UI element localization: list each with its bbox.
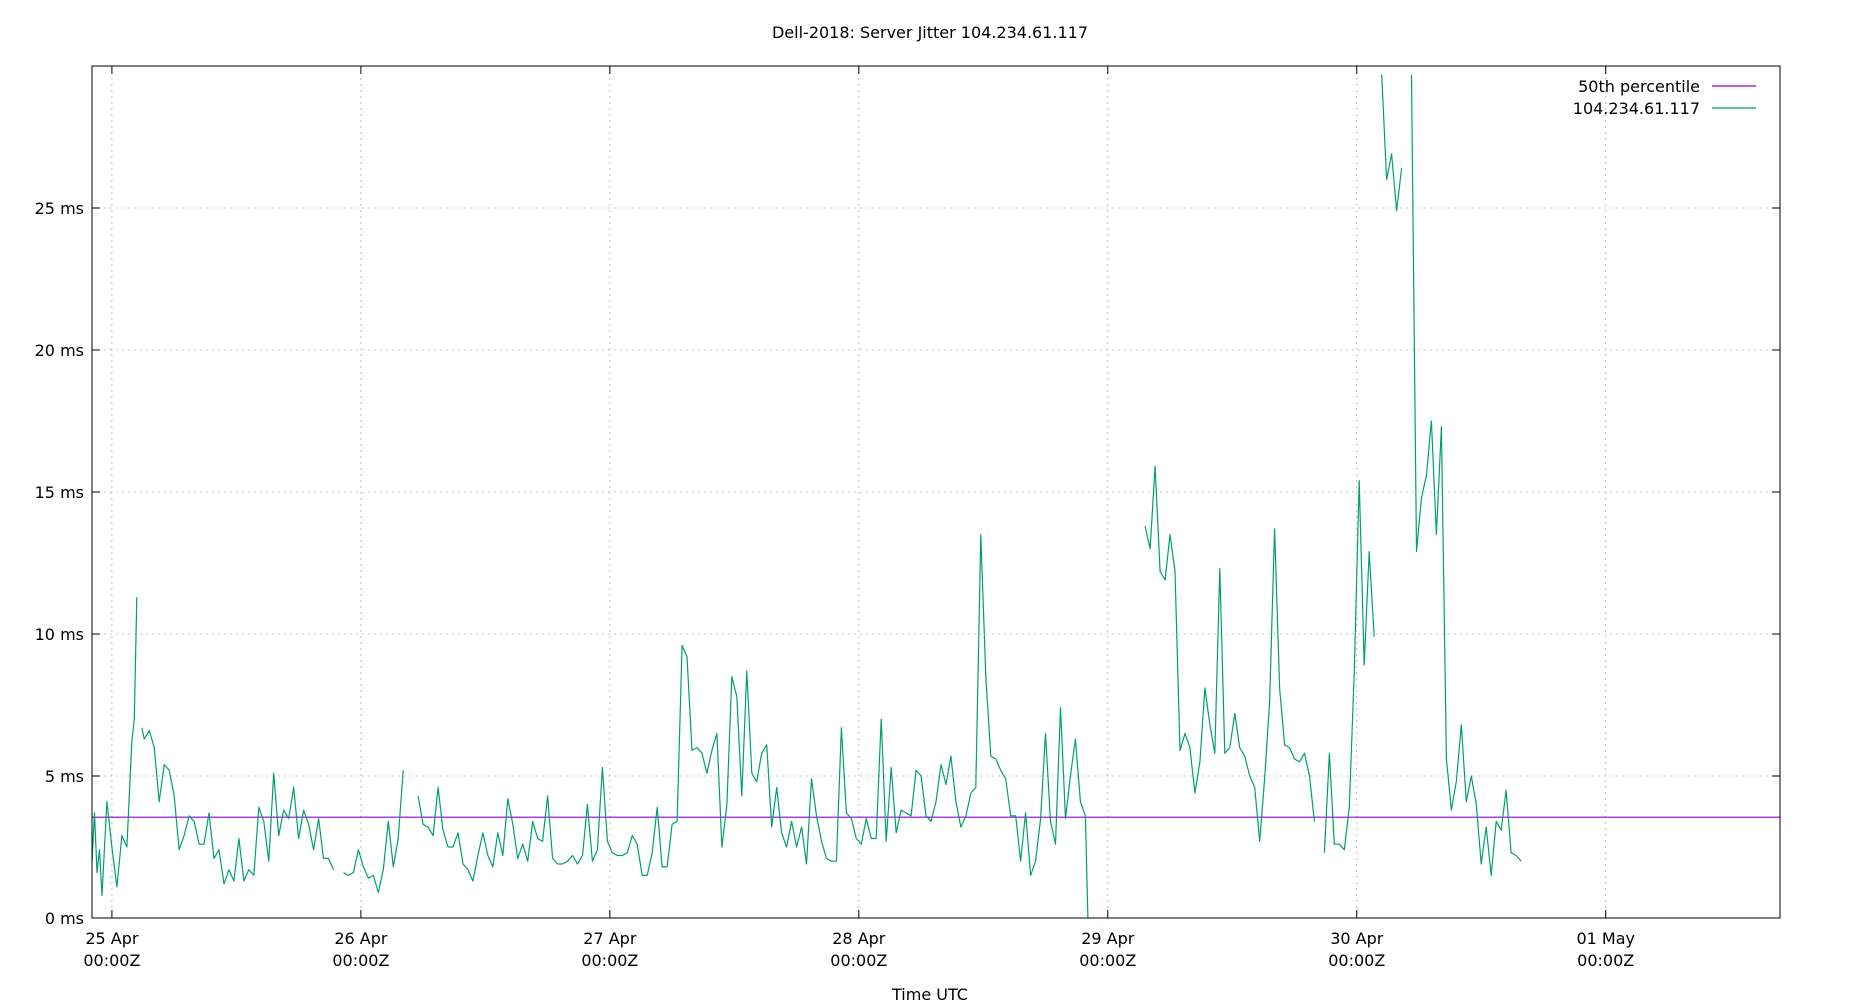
jitter-line-segment xyxy=(92,597,138,896)
axis-ticks: 0 ms 5 ms 10 ms 15 ms 20 ms 25 ms 25 Apr 00:00Z… xyxy=(35,66,1780,970)
x-axis-label: Time UTC xyxy=(891,985,968,1000)
x-tick-label-date: 28 Apr xyxy=(832,929,886,948)
x-tick-label-time: 00:00Z xyxy=(581,951,638,970)
x-tick-label-date: 29 Apr xyxy=(1081,929,1135,948)
legend: 50th percentile 104.234.61.117 xyxy=(1573,77,1756,118)
x-tick-label-date: 26 Apr xyxy=(334,929,388,948)
y-tick-label: 5 ms xyxy=(45,767,84,786)
y-tick-label: 20 ms xyxy=(35,341,84,360)
jitter-line-segment xyxy=(343,770,404,893)
y-tick-label: 25 ms xyxy=(35,199,84,218)
x-tick-label-time: 00:00Z xyxy=(332,951,389,970)
chart-title: Dell-2018: Server Jitter 104.234.61.117 xyxy=(772,23,1088,42)
jitter-line-segment xyxy=(1323,480,1375,853)
x-tick-label-date: 30 Apr xyxy=(1330,929,1384,948)
x-tick-label-time: 00:00Z xyxy=(1328,951,1385,970)
jitter-line-segment xyxy=(417,534,1089,918)
grid xyxy=(92,66,1780,918)
y-tick-label: 10 ms xyxy=(35,625,84,644)
legend-label-server: 104.234.61.117 xyxy=(1573,99,1700,118)
plot-series xyxy=(92,74,1780,918)
x-tick-label-date: 01 May xyxy=(1576,929,1635,948)
x-tick-label-time: 00:00Z xyxy=(1577,951,1634,970)
x-tick-label-date: 25 Apr xyxy=(85,929,139,948)
legend-label-percentile: 50th percentile xyxy=(1578,77,1700,96)
jitter-line-segment xyxy=(141,727,335,885)
x-tick-label-date: 27 Apr xyxy=(583,929,637,948)
jitter-line-segment xyxy=(1381,74,1403,212)
x-tick-label-time: 00:00Z xyxy=(1079,951,1136,970)
jitter-line-segment xyxy=(1410,74,1522,876)
x-tick-label-time: 00:00Z xyxy=(830,951,887,970)
jitter-line-segment xyxy=(1144,465,1315,842)
y-tick-label: 0 ms xyxy=(45,909,84,928)
x-tick-label-time: 00:00Z xyxy=(83,951,140,970)
y-tick-label: 15 ms xyxy=(35,483,84,502)
